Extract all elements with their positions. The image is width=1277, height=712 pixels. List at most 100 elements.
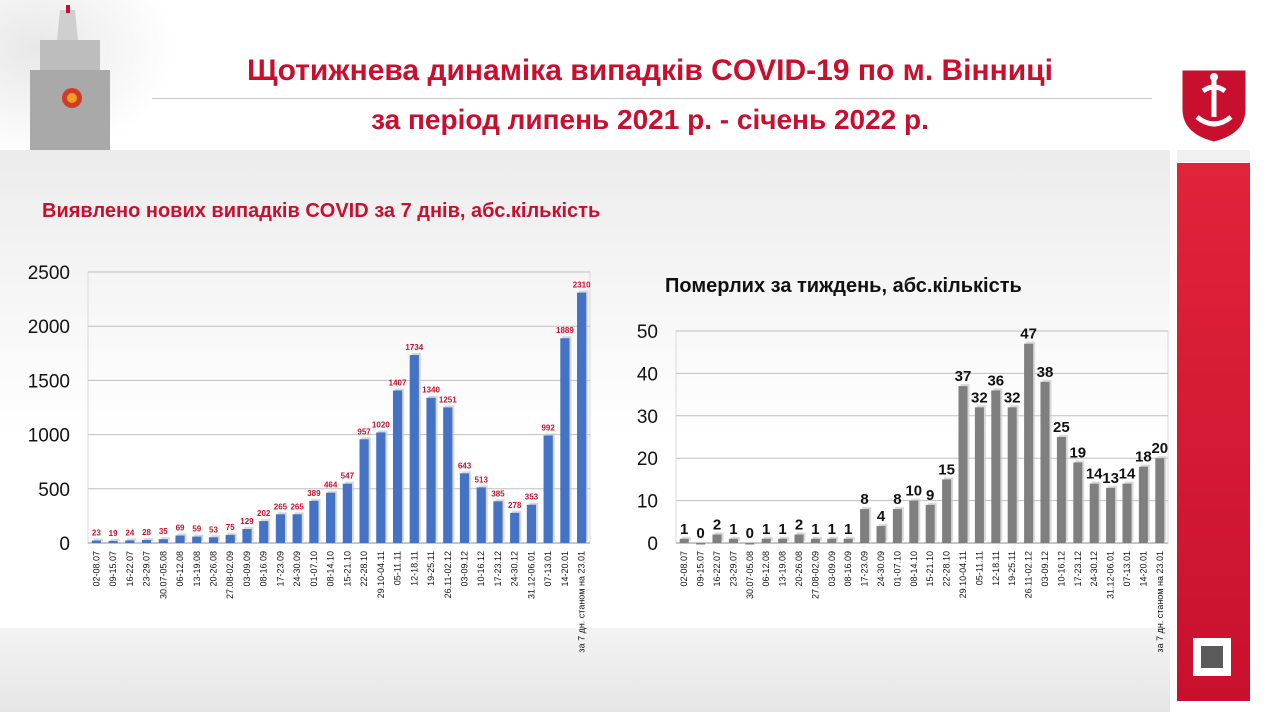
cases-bar <box>376 432 386 543</box>
side-red-panel <box>1177 163 1250 701</box>
cases-data-label: 643 <box>458 461 472 470</box>
cases-data-label: 957 <box>357 427 371 436</box>
deaths-y-tick-label: 50 <box>637 322 658 343</box>
deaths-bar <box>794 534 804 543</box>
cases-data-label: 353 <box>525 493 539 502</box>
city-coat-of-arms-icon <box>1175 65 1253 145</box>
deaths-bar <box>843 538 853 543</box>
cases-data-label: 69 <box>176 524 185 533</box>
cases-category-label: 16-22.07 <box>125 551 135 587</box>
cases-category-label: 06-12.08 <box>175 551 185 587</box>
cases-data-label: 389 <box>307 489 321 498</box>
cases-bar <box>342 483 352 543</box>
deaths-category-label: 14-20.01 <box>1138 551 1148 587</box>
cases-category-label: 14-20.01 <box>560 551 570 587</box>
cases-bar <box>409 355 419 543</box>
cases-bar-shadow <box>143 537 154 541</box>
cases-bar <box>192 536 202 543</box>
deaths-data-label: 1 <box>778 521 786 538</box>
cases-bar <box>326 492 336 543</box>
cases-y-tick-label: 2500 <box>28 263 70 284</box>
deaths-data-label: 19 <box>1069 444 1086 461</box>
deaths-category-label: 15-21.10 <box>925 551 935 587</box>
cases-bar-shadow <box>127 538 137 541</box>
deaths-data-label: 0 <box>746 525 754 542</box>
deaths-data-label: 1 <box>811 521 819 538</box>
deaths-bar <box>810 538 820 543</box>
cases-data-label: 75 <box>226 523 235 532</box>
cases-bar <box>175 535 185 543</box>
cases-data-label: 202 <box>257 509 271 518</box>
cases-category-label: 27.08-02.09 <box>225 551 235 599</box>
deaths-bar <box>1155 458 1165 543</box>
deaths-data-label: 9 <box>926 487 934 504</box>
cases-category-label: 15-21.10 <box>342 551 352 587</box>
cases-category-label: 19-25.11 <box>426 551 436 586</box>
deaths-data-label: 1 <box>844 521 852 538</box>
cases-category-label: 03-09.09 <box>242 551 252 587</box>
deaths-category-label: 05-11.11 <box>974 551 984 585</box>
deaths-y-tick-label: 40 <box>637 364 658 385</box>
cases-data-label: 35 <box>159 527 168 536</box>
deaths-category-label: 29.10-04.11 <box>958 551 968 598</box>
deaths-category-label: 31.12-06.01 <box>1106 551 1116 599</box>
title-divider <box>152 98 1152 99</box>
cases-data-label: 2310 <box>573 281 591 290</box>
deaths-category-label: 19-25.11 <box>1007 551 1017 586</box>
cases-category-label: 09-15.07 <box>108 551 118 587</box>
cases-bar <box>125 540 135 543</box>
deaths-data-label: 4 <box>877 508 886 525</box>
cases-category-label: 22-28.10 <box>359 551 369 587</box>
deaths-bar <box>876 526 886 543</box>
cases-category-label: за 7 дн. станом на 23.01 <box>577 551 587 653</box>
deaths-y-tick-label: 10 <box>637 492 658 513</box>
deaths-bar <box>1040 381 1050 543</box>
tower-illustration <box>0 0 175 160</box>
deaths-bar <box>1024 343 1034 543</box>
deaths-category-label: 06-12.08 <box>761 551 771 587</box>
cases-chart-title: Виявлено нових випадків COVID за 7 днів,… <box>42 200 601 222</box>
cases-category-label: 20-26.08 <box>209 551 219 587</box>
cases-y-tick-label: 1500 <box>28 371 70 392</box>
cases-category-label: 08-16.09 <box>259 551 269 587</box>
cases-category-label: 02-08.07 <box>91 551 101 587</box>
deaths-chart: 01020304050102-08.07009-15.07216-22.0712… <box>637 322 1169 653</box>
cases-data-label: 23 <box>92 529 101 538</box>
deaths-y-tick-label: 0 <box>647 534 658 555</box>
cases-bar <box>459 473 470 543</box>
deaths-bar <box>728 538 738 543</box>
deaths-data-label: 13 <box>1102 470 1119 487</box>
deaths-bar <box>860 509 870 543</box>
cases-bar <box>476 487 486 543</box>
cases-data-label: 24 <box>125 528 134 537</box>
deaths-bar <box>1089 483 1099 543</box>
cases-bar <box>292 514 302 543</box>
deaths-category-label: 01-07.10 <box>892 551 902 587</box>
deaths-bar <box>892 509 902 543</box>
cases-category-label: 24-30.09 <box>292 551 302 587</box>
deaths-category-label: 08-14.10 <box>909 551 919 587</box>
cases-bar <box>443 407 453 543</box>
deaths-category-label: 09-15.07 <box>696 551 706 587</box>
deaths-category-label: 20-26.08 <box>794 551 804 587</box>
cases-data-label: 513 <box>475 475 489 484</box>
cases-bar <box>208 537 219 543</box>
deaths-category-label: 22-28.10 <box>942 551 952 587</box>
deaths-bar <box>1106 487 1116 543</box>
deaths-data-label: 0 <box>696 525 704 542</box>
cases-bar <box>493 501 503 543</box>
deaths-bar <box>1122 483 1132 543</box>
deaths-category-label: 24-30.12 <box>1089 551 1099 587</box>
cases-data-label: 385 <box>491 489 505 498</box>
deaths-bar <box>974 407 984 543</box>
deaths-data-label: 1 <box>729 521 737 538</box>
side-panel-top <box>1177 150 1250 162</box>
deaths-bar <box>679 538 689 543</box>
cases-bar <box>259 521 269 543</box>
deaths-data-label: 20 <box>1151 440 1168 457</box>
deaths-category-label: 23-29.07 <box>728 551 738 587</box>
cases-bar-shadow <box>93 538 103 541</box>
deaths-bar <box>909 500 919 543</box>
deaths-category-label: 27.08-02.09 <box>810 551 820 599</box>
